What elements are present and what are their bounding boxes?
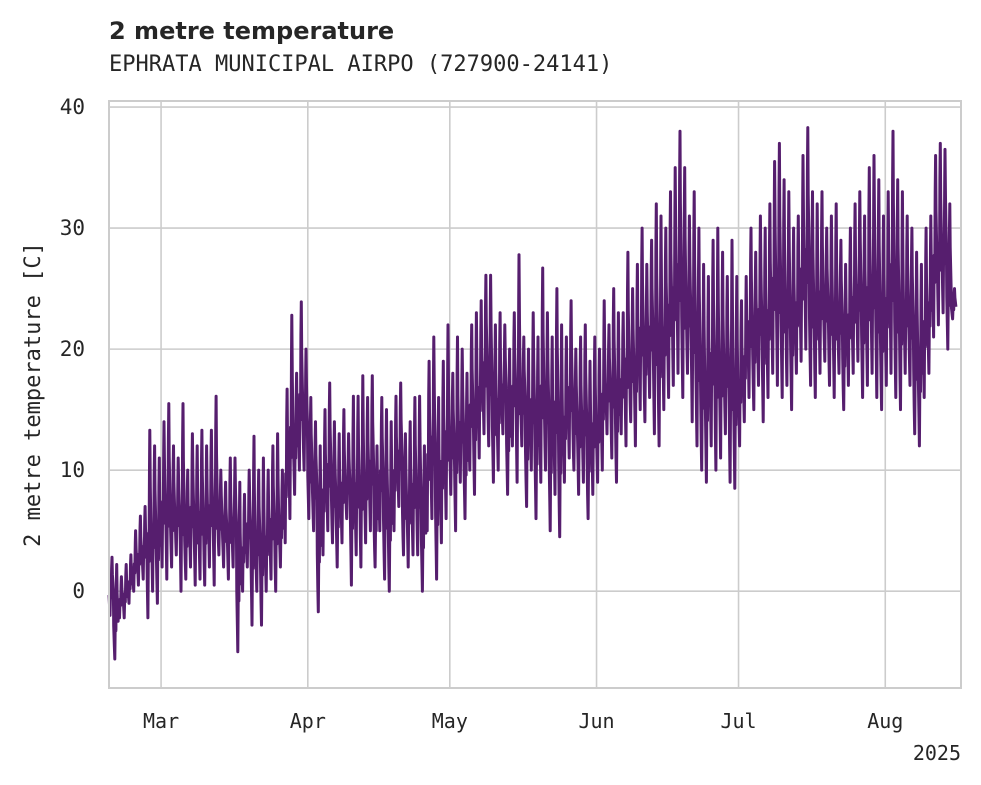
y-tick-label: 10 (60, 458, 85, 482)
y-tick-label: 0 (72, 579, 85, 603)
tick-labels: 0 10 20 30 40 Mar Apr May Jun Jul Aug (60, 95, 904, 733)
chart-title: 2 metre temperature (109, 17, 395, 45)
x-tick-label: Jul (720, 709, 756, 733)
x-tick-label: Apr (290, 709, 326, 733)
x-tick-label: Jun (578, 709, 614, 733)
temperature-series-line (107, 126, 958, 661)
x-tick-label: Mar (143, 709, 179, 733)
x-tick-label: May (432, 709, 468, 733)
y-tick-label: 30 (60, 216, 85, 240)
series-layer (107, 126, 958, 661)
y-tick-label: 20 (60, 337, 85, 361)
chart-subtitle: EPHRATA MUNICIPAL AIRPO (727900-24141) (109, 52, 613, 77)
y-tick-label: 40 (60, 95, 85, 119)
plot-frame (108, 100, 962, 689)
x-tick-label: Aug (867, 709, 903, 733)
x-axis-year-label: 2025 (913, 741, 961, 765)
y-axis-label: 2 metre temperature [C] (21, 242, 46, 547)
